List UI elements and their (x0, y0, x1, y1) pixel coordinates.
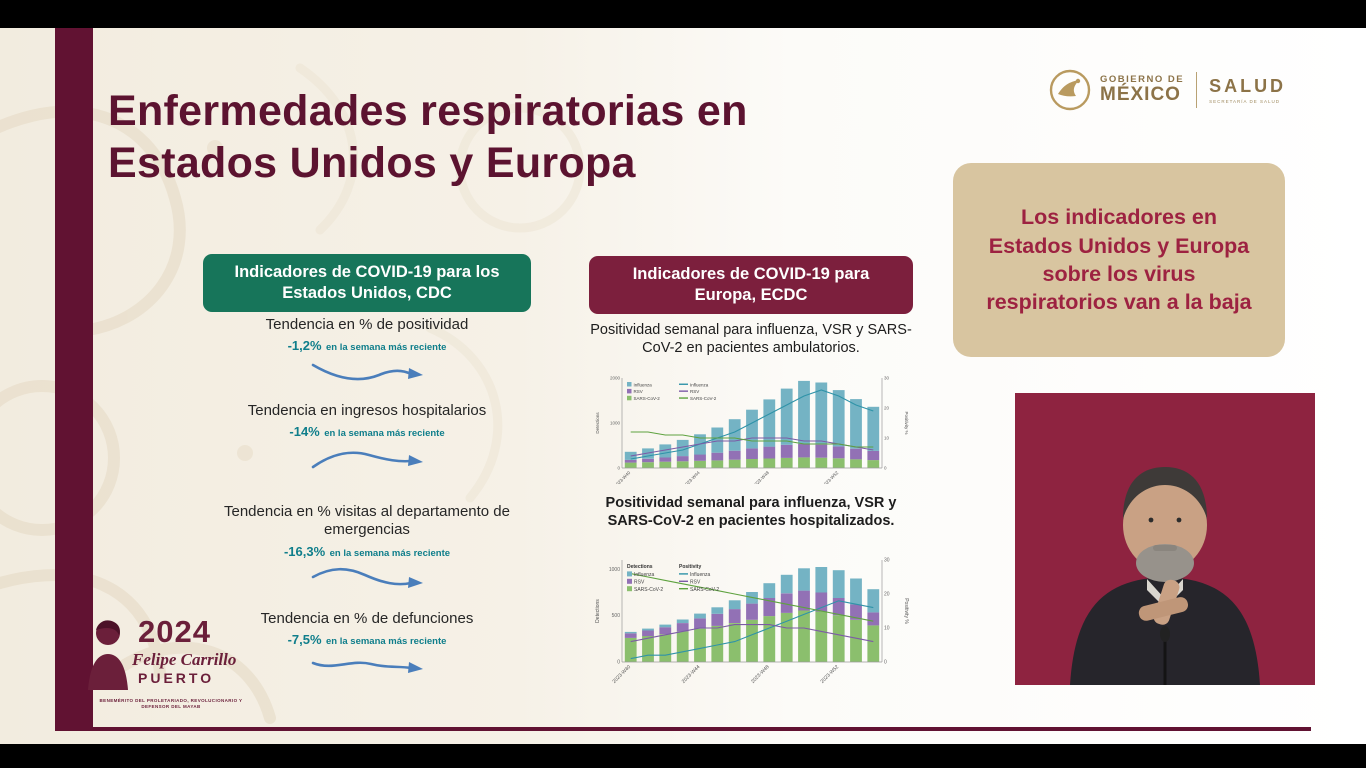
slide-content: Enfermedades respiratorias en Estados Un… (0, 28, 1366, 744)
ecdc-chart-ambulatory: 0 1000 2000 0 10 20 30 2023-W40 2023-W44 2023-W48… (592, 370, 910, 489)
chart-caption-ambulatory: Positividad semanal para influenza, VSR … (590, 322, 912, 356)
government-logo-line1: GOBIERNO DE (1100, 74, 1185, 86)
europe-ecdc-section-header: Indicadores de COVID-19 para Europa, ECD… (589, 256, 913, 315)
svg-text:30: 30 (884, 376, 890, 381)
bottom-maroon-rule (55, 727, 1311, 731)
svg-text:Influenza: Influenza (634, 572, 655, 578)
svg-text:SARS-CoV-2: SARS-CoV-2 (634, 396, 661, 401)
svg-text:2023-W44: 2023-W44 (681, 664, 702, 685)
svg-text:Positivity %: Positivity % (904, 411, 909, 434)
indicator-title: Tendencia en % de positividad (265, 316, 469, 333)
indicator-hospital-admissions: Tendencia en ingresos hospitalarios -14%… (203, 402, 531, 480)
svg-text:Influenza: Influenza (690, 572, 711, 578)
svg-text:Detections: Detections (627, 564, 653, 570)
svg-text:Detections: Detections (595, 412, 600, 434)
svg-text:2023-W48: 2023-W48 (750, 664, 771, 685)
trend-down-arrow-icon (311, 451, 423, 469)
svg-text:RSV: RSV (690, 580, 701, 586)
svg-text:2023-W48: 2023-W48 (752, 470, 771, 484)
indicator-value: -7,5% (287, 632, 322, 648)
svg-text:1000: 1000 (610, 421, 621, 426)
indicator-value: -16,3% (283, 543, 326, 559)
trend-down-arrow-icon (311, 661, 423, 674)
svg-text:0: 0 (617, 466, 620, 471)
svg-text:Influenza: Influenza (690, 382, 709, 387)
mexico-eagle-emblem-icon (1049, 69, 1091, 111)
indicator-ed-visits: Tendencia en % visitas al departamento d… (203, 503, 531, 600)
sign-language-interpreter-video (1015, 393, 1315, 685)
svg-text:SARS-CoV-2: SARS-CoV-2 (690, 396, 717, 401)
salud-label: SALUD (1209, 76, 1287, 96)
svg-text:2000: 2000 (610, 376, 621, 381)
indicator-note: en la semana más reciente (324, 428, 445, 440)
svg-text:10: 10 (884, 436, 890, 441)
indicator-positivity: Tendencia en % de positividad -1,2% en l… (203, 316, 531, 394)
svg-text:2023-W40: 2023-W40 (612, 664, 633, 685)
page-title: Enfermedades respiratorias en Estados Un… (108, 86, 748, 189)
key-message-text: Los indicadores en Estados Unidos y Euro… (986, 205, 1252, 315)
svg-text:0: 0 (884, 660, 887, 666)
svg-text:2023-W44: 2023-W44 (682, 470, 701, 484)
indicator-note: en la semana más reciente (329, 547, 451, 559)
indicator-deaths: Tendencia en % de defunciones -7,5% en l… (203, 610, 531, 686)
svg-text:SARS-CoV-2: SARS-CoV-2 (634, 587, 663, 593)
svg-text:2023-W40: 2023-W40 (613, 470, 632, 484)
svg-text:2023-W52: 2023-W52 (821, 470, 840, 484)
government-logo-line2: MÉXICO (1100, 84, 1181, 106)
indicator-title: Tendencia en % visitas al departamento d… (223, 503, 510, 539)
svg-text:Positivity: Positivity (679, 564, 701, 570)
svg-text:RSV: RSV (690, 389, 699, 394)
svg-text:10: 10 (884, 626, 890, 632)
svg-text:0: 0 (617, 660, 620, 666)
svg-text:20: 20 (884, 406, 890, 411)
indicator-note: en la semana más reciente (326, 342, 447, 354)
trend-down-arrow-icon (311, 567, 423, 588)
salud-sublabel: SECRETARÍA DE SALUD (1209, 99, 1280, 104)
emblem-motto: BENEMÉRITO DEL PROLETARIADO, REVOLUCIONA… (99, 698, 243, 710)
background-ornament-pattern (0, 63, 585, 724)
svg-text:20: 20 (884, 592, 890, 598)
emblem-script-name: Felipe Carrillo (132, 650, 237, 669)
emblem-year: 2024 (138, 614, 211, 649)
emblem-surname: PUERTO (138, 670, 215, 686)
svg-text:30: 30 (884, 558, 890, 564)
svg-text:RSV: RSV (634, 580, 645, 586)
interpreter-figure (1015, 393, 1315, 685)
page-title-line1: Enfermedades respiratorias en (108, 87, 748, 135)
felipe-carrillo-puerto-portrait-icon (88, 620, 128, 690)
indicator-title: Tendencia en % de defunciones (260, 610, 474, 627)
indicator-value: -14% (289, 424, 320, 440)
trend-down-arrow-icon (311, 363, 423, 381)
svg-text:Influenza: Influenza (634, 382, 653, 387)
svg-text:500: 500 (612, 613, 621, 619)
government-logo: GOBIERNO DE MÉXICO SALUD SECRETARÍA DE S… (1048, 68, 1286, 112)
svg-text:Detections: Detections (595, 599, 601, 623)
svg-text:SARS-CoV-2: SARS-CoV-2 (690, 587, 719, 593)
left-accent-bar (55, 28, 93, 730)
key-message-callout: Los indicadores en Estados Unidos y Euro… (953, 163, 1285, 357)
indicator-note: en la semana más reciente (326, 636, 447, 648)
salud-logo: SALUD SECRETARÍA DE SALUD (1209, 76, 1286, 104)
svg-text:2023-W52: 2023-W52 (820, 664, 841, 685)
indicator-value: -1,2% (287, 338, 322, 354)
svg-text:Positivity %: Positivity % (903, 598, 909, 624)
ecdc-chart-hospitalized: 0 500 1000 0 10 20 30 2023-W40 2023-W44 2023-W48 2… (592, 552, 910, 694)
svg-text:0: 0 (884, 466, 887, 471)
government-logo-text: GOBIERNO DE MÉXICO (1100, 75, 1184, 105)
svg-text:RSV: RSV (634, 389, 643, 394)
indicator-title: Tendencia en ingresos hospitalarios (247, 402, 487, 419)
chart-caption-hospitalized: Positividad semanal para influenza, VSR … (605, 495, 897, 529)
logo-separator (1196, 72, 1198, 108)
page-title-line2: Estados Unidos y Europa (108, 138, 636, 187)
svg-text:1000: 1000 (609, 567, 620, 573)
us-cdc-section-header: Indicadores de COVID-19 para los Estados… (203, 254, 531, 313)
